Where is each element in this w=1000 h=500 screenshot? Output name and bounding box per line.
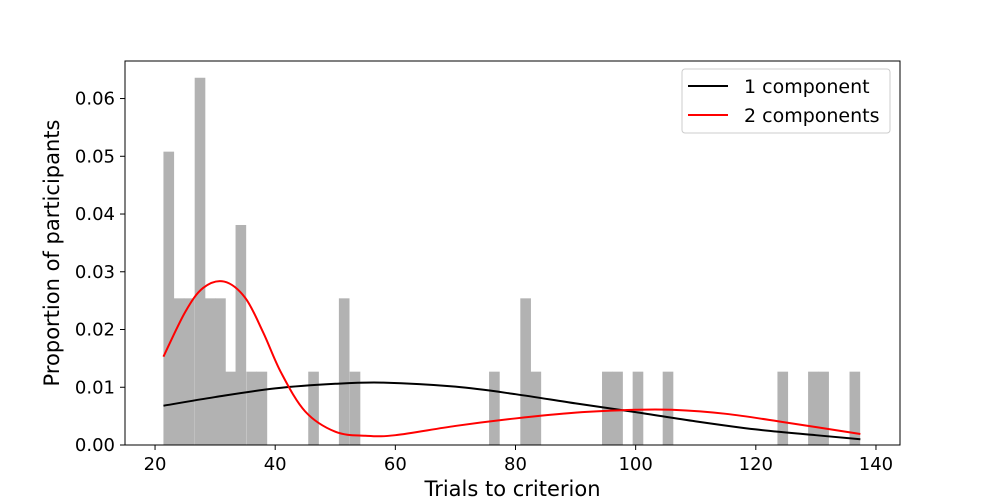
histogram-bar: [349, 371, 361, 445]
histogram-bar: [338, 298, 350, 445]
y-tick-label: 0.06: [75, 89, 115, 110]
histogram-bar: [256, 371, 268, 445]
histogram-bar: [632, 371, 644, 445]
histogram-bar: [612, 371, 623, 445]
histogram-bar: [662, 371, 674, 445]
x-tick-label: 120: [739, 454, 773, 475]
legend-box: [681, 68, 891, 134]
histogram-bar: [818, 371, 829, 445]
histogram-bar: [246, 371, 257, 445]
legend: 1 component 2 components: [681, 68, 891, 134]
x-tick-label: 100: [618, 454, 652, 475]
x-axis-ticks: 20 40 60 80 100 120 140: [144, 445, 893, 475]
x-tick-label: 40: [264, 454, 287, 475]
x-axis-label: Trials to criterion: [423, 477, 600, 500]
legend-label-1-component: 1 component: [744, 76, 870, 98]
x-tick-label: 80: [504, 454, 527, 475]
y-tick-label: 0.04: [75, 204, 115, 225]
series-line-1-component: [163, 381, 861, 441]
series-line-2-components: [162, 280, 861, 438]
y-tick-label: 0.03: [75, 262, 115, 283]
y-axis-label: Proportion of participants: [40, 120, 64, 387]
histogram-bar: [204, 298, 216, 445]
histogram-bar: [194, 77, 206, 446]
histogram-bar: [808, 371, 819, 445]
y-axis-ticks: 0.00 0.01 0.02 0.03 0.04 0.05 0.06: [75, 89, 125, 456]
histogram-bar: [183, 298, 195, 445]
y-tick-label: 0.01: [75, 377, 115, 398]
y-tick-label: 0.00: [75, 435, 115, 456]
density-curves: [162, 280, 861, 441]
histogram-bar: [235, 224, 247, 445]
histogram-bar: [530, 371, 542, 445]
histogram-bar: [215, 298, 226, 445]
x-tick-label: 140: [859, 454, 893, 475]
histogram-bar: [777, 371, 789, 445]
histogram-bar: [173, 298, 185, 445]
histogram-bar: [520, 298, 531, 445]
histogram-bar: [489, 371, 500, 445]
x-tick-label: 60: [384, 454, 407, 475]
y-tick-label: 0.02: [75, 320, 115, 341]
legend-label-2-components: 2 components: [744, 105, 880, 127]
plot-frame: [124, 60, 901, 446]
y-tick-label: 0.05: [75, 146, 115, 167]
histogram-bar: [849, 371, 861, 445]
histogram-bar: [163, 151, 175, 446]
histogram-bar: [225, 371, 236, 445]
x-tick-label: 20: [144, 454, 167, 475]
histogram-bar: [308, 371, 319, 445]
